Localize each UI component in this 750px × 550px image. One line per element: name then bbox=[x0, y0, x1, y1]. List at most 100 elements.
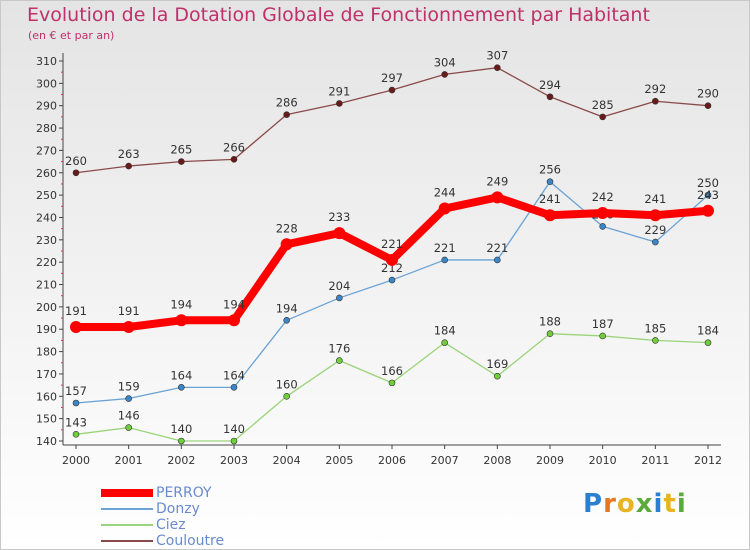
data-label-ciez: 140 bbox=[223, 422, 245, 436]
chart-subtitle: (en € et par an) bbox=[28, 29, 115, 42]
data-point-donzy bbox=[441, 256, 448, 264]
data-label-ciez: 140 bbox=[170, 422, 192, 436]
data-label-perroy: 228 bbox=[276, 221, 298, 235]
data-label-ciez: 160 bbox=[276, 377, 298, 391]
data-point-donzy bbox=[546, 178, 554, 186]
data-label-ciez: 146 bbox=[118, 409, 140, 423]
data-point-donzy bbox=[125, 395, 132, 402]
data-label-ciez: 185 bbox=[644, 321, 666, 335]
legend-label: Couloutre bbox=[156, 533, 225, 549]
data-label-couloutre: 260 bbox=[65, 154, 87, 168]
y-tick-label: 290 bbox=[36, 100, 57, 113]
data-point-couloutre bbox=[72, 169, 80, 177]
data-label-perroy: 241 bbox=[644, 192, 666, 206]
data-point-perroy bbox=[333, 227, 346, 240]
x-tick-label: 2006 bbox=[378, 454, 406, 467]
x-tick-label: 2008 bbox=[483, 454, 511, 467]
data-point-donzy bbox=[652, 238, 659, 246]
x-tick-label: 2004 bbox=[273, 454, 301, 467]
data-label-ciez: 184 bbox=[434, 324, 456, 338]
data-point-ciez bbox=[178, 437, 185, 445]
data-label-perroy: 233 bbox=[328, 210, 350, 224]
data-point-perroy bbox=[122, 321, 135, 333]
data-point-perroy bbox=[596, 207, 609, 219]
y-tick-label: 240 bbox=[36, 211, 57, 224]
data-label-couloutre: 263 bbox=[118, 147, 140, 161]
data-label-perroy: 244 bbox=[434, 186, 456, 200]
data-label-couloutre: 291 bbox=[328, 84, 350, 98]
data-point-ciez bbox=[336, 357, 343, 364]
data-label-ciez: 143 bbox=[65, 415, 87, 429]
data-label-perroy: 194 bbox=[170, 297, 192, 311]
y-tick-label: 300 bbox=[36, 77, 57, 90]
y-tick-label: 210 bbox=[36, 279, 57, 292]
y-tick-label: 250 bbox=[36, 189, 57, 202]
data-point-perroy bbox=[438, 202, 451, 215]
data-label-donzy: 204 bbox=[328, 279, 350, 293]
y-tick-label: 220 bbox=[36, 256, 57, 269]
data-point-ciez bbox=[388, 379, 396, 387]
x-tick-label: 2005 bbox=[325, 454, 353, 467]
data-point-couloutre bbox=[704, 102, 712, 110]
data-label-ciez: 184 bbox=[697, 324, 719, 338]
data-point-ciez bbox=[704, 339, 712, 346]
data-point-perroy bbox=[280, 238, 293, 251]
y-tick-label: 170 bbox=[36, 368, 57, 381]
data-label-donzy: 157 bbox=[65, 384, 87, 398]
logo-letter: P bbox=[583, 489, 604, 519]
data-point-couloutre bbox=[388, 86, 396, 94]
data-point-couloutre bbox=[336, 100, 343, 107]
data-point-perroy bbox=[175, 314, 188, 327]
data-point-ciez bbox=[72, 430, 80, 438]
y-tick-label: 230 bbox=[36, 234, 57, 247]
data-point-couloutre bbox=[230, 156, 238, 163]
data-point-couloutre bbox=[599, 113, 606, 121]
logo-letter: t bbox=[663, 489, 677, 519]
data-point-perroy bbox=[70, 321, 82, 333]
y-tick-label: 200 bbox=[36, 301, 57, 314]
data-label-ciez: 188 bbox=[539, 315, 561, 329]
y-tick-label: 270 bbox=[36, 144, 57, 157]
x-tick-label: 2009 bbox=[536, 454, 564, 467]
legend-swatch bbox=[101, 524, 153, 526]
logo-letter: r bbox=[603, 489, 617, 519]
x-tick-label: 2011 bbox=[641, 454, 669, 467]
data-label-donzy: 250 bbox=[697, 176, 719, 190]
data-label-donzy: 212 bbox=[381, 261, 403, 275]
data-label-couloutre: 285 bbox=[592, 98, 614, 112]
data-label-couloutre: 292 bbox=[644, 82, 666, 96]
data-point-ciez bbox=[494, 372, 501, 380]
data-point-couloutre bbox=[125, 162, 132, 170]
x-tick-label: 2000 bbox=[62, 454, 90, 467]
data-label-couloutre: 304 bbox=[434, 55, 456, 69]
data-point-perroy bbox=[544, 209, 556, 222]
y-tick-label: 280 bbox=[36, 122, 57, 135]
y-tick-label: 180 bbox=[36, 346, 57, 359]
data-point-ciez bbox=[283, 392, 290, 400]
legend-label: Ciez bbox=[156, 517, 186, 533]
x-tick-label: 2003 bbox=[220, 454, 248, 467]
data-label-donzy: 256 bbox=[539, 163, 561, 177]
chart-legend: PERROY Donzy Ciez Couloutre bbox=[101, 485, 224, 549]
data-label-couloutre: 297 bbox=[381, 71, 403, 85]
data-point-ciez bbox=[599, 332, 606, 340]
data-point-donzy bbox=[72, 399, 80, 407]
legend-item-perroy: PERROY bbox=[101, 485, 224, 501]
data-label-perroy: 194 bbox=[223, 297, 245, 311]
legend-swatch bbox=[101, 540, 153, 542]
data-label-couloutre: 265 bbox=[170, 143, 192, 157]
data-label-donzy: 164 bbox=[170, 368, 192, 382]
data-point-donzy bbox=[494, 256, 501, 264]
y-tick-label: 260 bbox=[36, 167, 57, 180]
y-tick-label: 190 bbox=[36, 323, 57, 336]
data-point-donzy bbox=[704, 191, 712, 199]
y-tick-label: 310 bbox=[36, 55, 57, 68]
legend-item-couloutre: Couloutre bbox=[101, 533, 224, 549]
data-label-couloutre: 294 bbox=[539, 78, 561, 92]
legend-label: Donzy bbox=[156, 501, 200, 517]
data-point-couloutre bbox=[178, 158, 185, 165]
data-point-donzy bbox=[230, 384, 238, 391]
legend-label: PERROY bbox=[156, 485, 212, 501]
y-tick-label: 160 bbox=[36, 390, 57, 403]
